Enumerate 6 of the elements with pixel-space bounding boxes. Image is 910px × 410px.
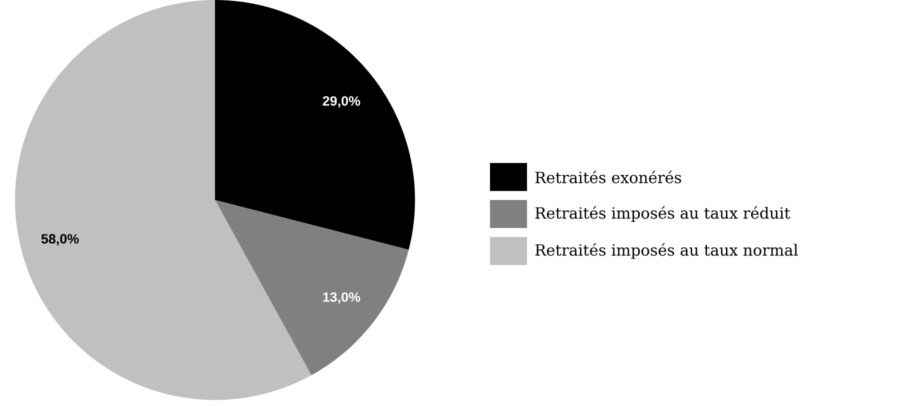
legend-label: Retraités imposés au taux réduit xyxy=(535,206,790,222)
data-label: 58,0% xyxy=(41,234,79,246)
legend-label: Retraités exonérés xyxy=(535,170,682,184)
data-label: 29,0% xyxy=(322,96,360,108)
data-label: 13,0% xyxy=(323,292,360,304)
legend-label: Retraités imposés au taux normal xyxy=(535,243,798,259)
